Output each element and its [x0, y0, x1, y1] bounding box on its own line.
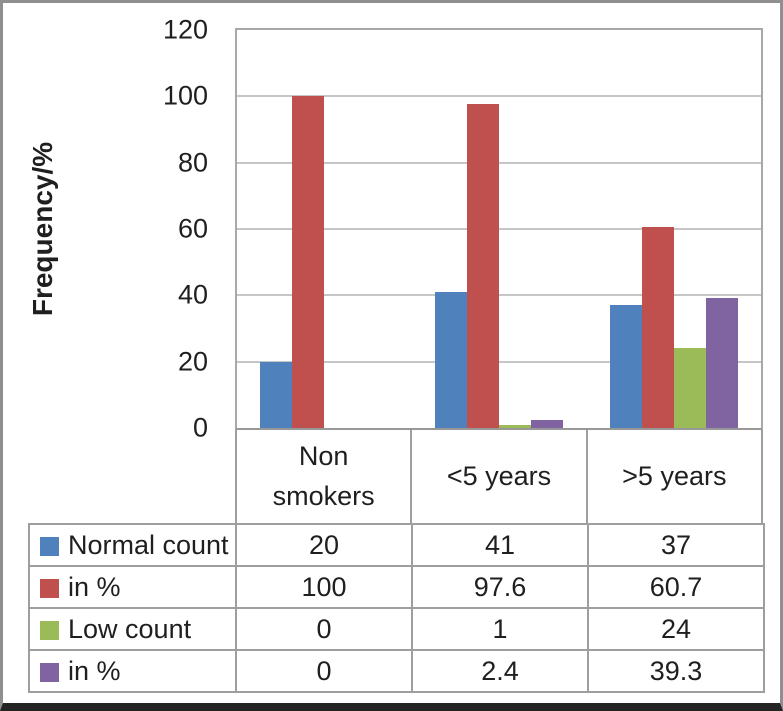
series-legend-cell: Normal count: [28, 523, 237, 567]
table-row: in % 0 2.4 39.3: [28, 649, 765, 693]
bar-normal-count-cat2: [435, 292, 467, 428]
series-name: in %: [68, 655, 121, 686]
y-tick-label: 80: [177, 147, 208, 178]
table-value-cell: 24: [587, 607, 765, 651]
y-tick-label: 0: [192, 412, 208, 443]
gridline: [237, 161, 761, 164]
gridline: [237, 228, 761, 230]
bar-in--cat3: [706, 298, 738, 428]
x-category-label: <5 years: [410, 430, 585, 523]
bar-normal-count-cat3: [610, 305, 642, 428]
bar-low-count-cat3: [674, 348, 706, 428]
y-tick-label: 100: [162, 80, 208, 111]
legend-key-icon: [40, 536, 59, 556]
x-category-label: Non smokers: [272, 441, 375, 511]
legend-key-icon: [40, 662, 59, 682]
y-axis-title: Frequency/%: [27, 141, 58, 317]
y-tick-label: 20: [177, 346, 208, 377]
series-name: in %: [68, 571, 121, 602]
gridline: [237, 360, 761, 363]
x-category-label: >5 years: [585, 430, 761, 523]
table-value-cell: 2.4: [411, 649, 589, 693]
table-value-cell: 100: [235, 565, 413, 609]
gridline: [237, 294, 761, 297]
table-value-cell: 60.7: [587, 565, 765, 609]
table-value-cell: 1: [411, 607, 589, 651]
table-value-cell: 41: [411, 523, 589, 567]
table-value-cell: 20: [235, 523, 413, 567]
series-name: Low count: [68, 613, 192, 644]
series-legend-cell: in %: [28, 565, 237, 609]
table-value-cell: 97.6: [411, 565, 589, 609]
series-legend-cell: Low count: [28, 607, 237, 651]
table-row: Low count 0 1 24: [28, 607, 765, 651]
bar-in--cat3: [642, 227, 674, 428]
series-name: Normal count: [68, 529, 229, 560]
series-legend-cell: in %: [28, 649, 237, 693]
legend-key-icon: [40, 578, 59, 598]
y-tick-label: 60: [177, 213, 208, 244]
bar-in--cat2: [467, 104, 499, 428]
table-value-cell: 0: [235, 649, 413, 693]
legend-key-icon: [40, 620, 59, 640]
plot-area: [235, 28, 763, 430]
bar-normal-count-cat1: [260, 362, 292, 428]
bar-in--cat2: [531, 420, 563, 428]
table-value-cell: 39.3: [587, 649, 765, 693]
bar-low-count-cat2: [499, 425, 531, 428]
y-tick-label: 120: [162, 14, 208, 45]
table-row: Normal count 20 41 37: [28, 523, 765, 567]
gridline: [237, 95, 761, 98]
x-axis-category-strip: Non smokers <5 years >5 years: [235, 430, 763, 523]
y-tick-label: 40: [177, 279, 208, 310]
table-value-cell: 37: [587, 523, 765, 567]
bar-in--cat1: [292, 96, 324, 428]
data-table: Normal count 20 41 37 in % 100 97.6 60.7 Low cou…: [28, 523, 765, 693]
table-row: in % 100 97.6 60.7: [28, 565, 765, 609]
table-value-cell: 0: [235, 607, 413, 651]
